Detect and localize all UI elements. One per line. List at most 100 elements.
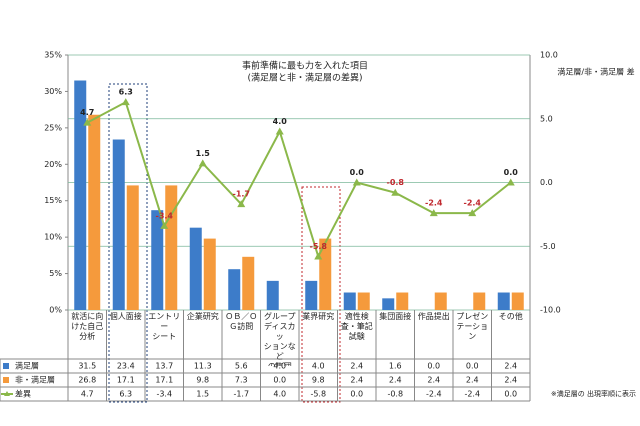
table-cell: 2.4: [350, 376, 363, 385]
table-cell: 31.5: [78, 362, 96, 371]
data-label: 0.0: [350, 168, 365, 177]
bar: [228, 269, 241, 310]
data-label: -5.8: [310, 242, 328, 251]
table-cell: 9.8: [196, 376, 209, 385]
legend-label: 満足層: [15, 362, 39, 371]
footnote: ※満足層の 出現率順に表示: [551, 389, 636, 398]
y2-tick-label: 0.0: [540, 178, 553, 187]
bar: [165, 185, 178, 310]
bar: [343, 292, 356, 310]
table-cell: 1.6: [389, 362, 402, 371]
data-label: 6.3: [119, 88, 133, 97]
table-cell: 0.0: [273, 376, 286, 385]
chart-title: 事前準備に最も力を入れた項目: [242, 60, 368, 72]
x-tick-label: 就活に向 けた自己 分析: [71, 312, 104, 341]
table-cell: 17.1: [117, 376, 135, 385]
data-label: -2.4: [425, 199, 443, 208]
category-cell: 企業研究: [186, 312, 219, 321]
data-label: 4.7: [80, 108, 94, 117]
y2-axis-label: 満足層/非・満足層 差: [557, 67, 634, 77]
data-label: 0.0: [504, 168, 519, 177]
legend-swatch: [3, 377, 9, 383]
table-cell: 2.4: [504, 376, 517, 385]
y-tick-label: 15%: [44, 196, 62, 205]
line: [86, 100, 512, 260]
x-tick-label: プレゼン テーション: [456, 312, 489, 341]
marker: [237, 200, 246, 208]
marker: [391, 188, 400, 196]
data-label: 4.0: [273, 117, 288, 126]
legend-marker: [4, 391, 10, 396]
bar: [434, 292, 447, 310]
table-cell: 2.4: [389, 376, 402, 385]
category-cell: グループ ディスカッ ションなど の集団 ワーク: [263, 312, 296, 366]
table-cell: 0.0: [427, 362, 440, 371]
data-label: -3.4: [156, 211, 174, 220]
marker: [160, 221, 169, 229]
y2-tick-label: 10.0: [540, 51, 558, 60]
table-cell: 2.4: [427, 376, 440, 385]
table-cell: -5.8: [310, 390, 326, 399]
category-cell: 適性検 査・筆記 試験: [340, 312, 373, 341]
table-cell: -0.8: [387, 390, 403, 399]
category-cell: 個人面接: [109, 312, 142, 321]
x-tick-label: 個人面接: [109, 312, 142, 321]
y-tick-label: 20%: [44, 160, 62, 169]
marker: [121, 98, 130, 106]
bar: [151, 210, 164, 310]
marker: [468, 209, 477, 217]
marker: [314, 252, 323, 260]
y2-tick-label: 5.0: [540, 114, 553, 123]
table-cell: 2.4: [350, 362, 363, 371]
x-tick-label: 企業研究: [186, 312, 219, 321]
bar: [357, 292, 370, 310]
marker: [83, 118, 92, 126]
category-cell: その他: [499, 312, 523, 321]
category-cell: 就活に向 けた自己 分析: [71, 312, 104, 341]
table-cell: 11.3: [194, 362, 212, 371]
bar: [242, 256, 255, 310]
table-cell: 13.7: [155, 362, 173, 371]
y2-tick-label: -10.0: [540, 306, 561, 315]
y-tick-label: 10%: [44, 233, 62, 242]
table-cell: 0.0: [350, 390, 363, 399]
table-cell: 4.0: [273, 390, 286, 399]
x-tick-label: 適性検 査・筆記 試験: [340, 312, 373, 341]
marker: [506, 178, 515, 186]
bar: [305, 280, 318, 310]
table-cell: 7.3: [235, 376, 248, 385]
table-cell: 2.4: [466, 376, 479, 385]
x-tick-label: ＯＢ／Ｏ Ｇ訪問: [225, 312, 258, 331]
bar: [126, 185, 139, 310]
x-tick-label: エントリー シート: [148, 312, 181, 341]
data-label: -2.4: [464, 199, 482, 208]
bar: [266, 280, 279, 310]
table-cell: 5.6: [235, 362, 248, 371]
legend-label: 差異: [15, 389, 31, 399]
bar: [189, 227, 202, 310]
table-cell: 9.8: [312, 376, 325, 385]
bar: [112, 139, 125, 310]
table-cell: 4.0: [312, 362, 325, 371]
marker: [198, 159, 207, 167]
bar: [319, 238, 332, 310]
x-tick-label: 集団面接: [379, 312, 412, 321]
x-tick-label: グループ ディスカッ ションなど の集団 ワーク: [263, 312, 296, 366]
bar: [203, 238, 216, 310]
highlight-box: [108, 83, 148, 403]
table-cell: -2.4: [464, 390, 480, 399]
data-label: 1.5: [196, 149, 211, 158]
bar: [382, 298, 395, 310]
table-cell: 1.5: [196, 390, 209, 399]
y-tick-label: 30%: [44, 87, 62, 96]
bar: [396, 292, 409, 310]
table-cell: 17.1: [155, 376, 173, 385]
table-cell: 0.0: [466, 362, 479, 371]
x-tick-label: 業界研究: [302, 312, 335, 321]
table-cell: -2.4: [426, 390, 442, 399]
marker: [352, 178, 361, 186]
bar: [497, 292, 510, 310]
bar: [88, 114, 101, 310]
category-cell: 業界研究: [302, 312, 335, 321]
category-cell: プレゼン テーション: [456, 312, 489, 341]
